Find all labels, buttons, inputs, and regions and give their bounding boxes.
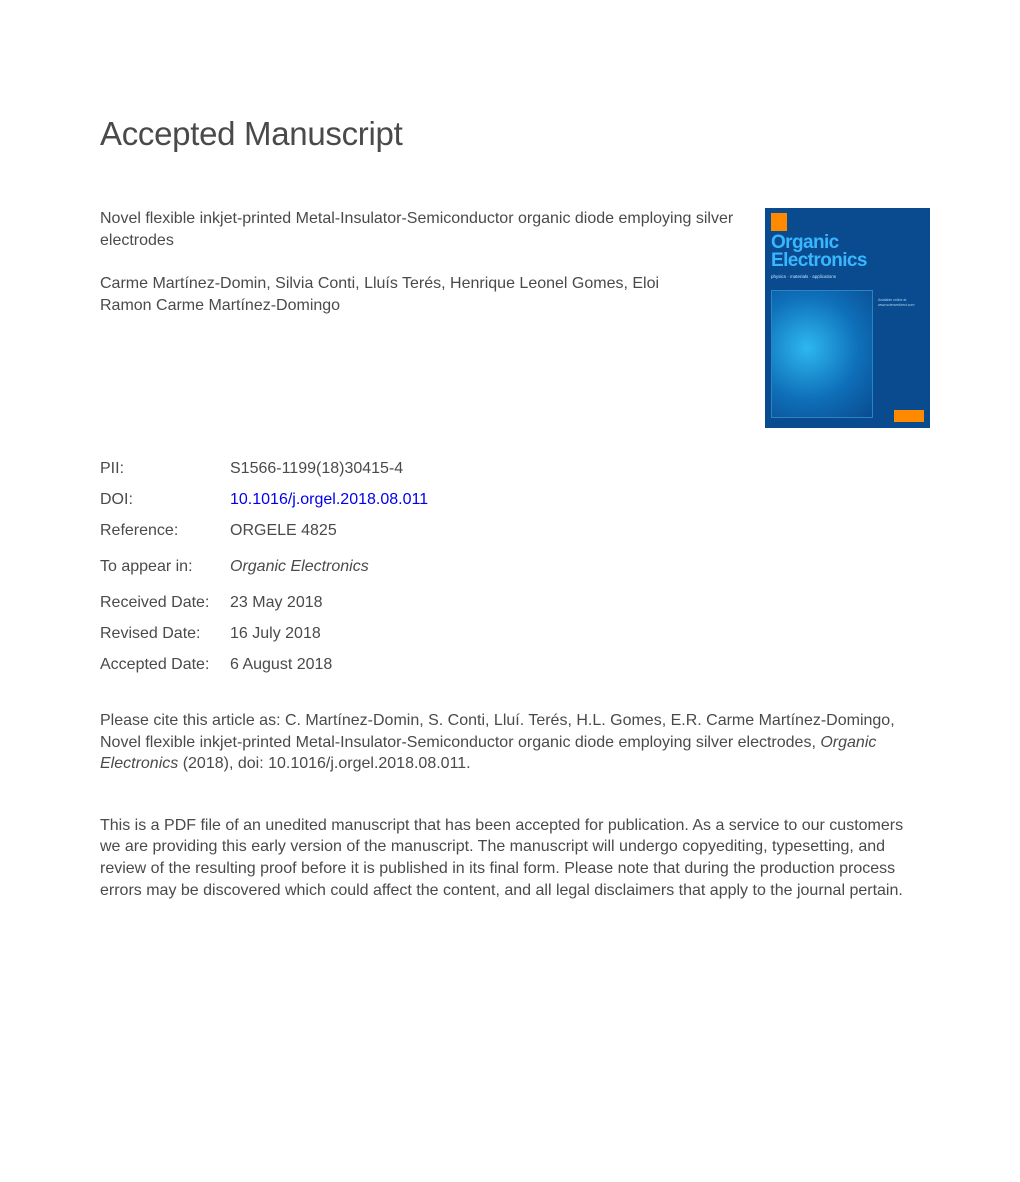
title-author-column: Novel flexible inkjet-printed Metal-Insu… (100, 208, 747, 428)
page-heading: Accepted Manuscript (100, 115, 930, 153)
meta-row-revised: Revised Date: 16 July 2018 (100, 625, 930, 643)
journal-cover-thumbnail: Organic Electronics physics · materials … (765, 208, 930, 428)
article-title: Novel flexible inkjet-printed Metal-Insu… (100, 208, 740, 251)
meta-label-accepted: Accepted Date: (100, 656, 230, 674)
meta-label-received: Received Date: (100, 594, 230, 612)
metadata-table: PII: S1566-1199(18)30415-4 DOI: 10.1016/… (100, 460, 930, 674)
header-row: Novel flexible inkjet-printed Metal-Insu… (100, 208, 930, 428)
meta-value-reference: ORGELE 4825 (230, 522, 337, 540)
meta-row-received: Received Date: 23 May 2018 (100, 594, 930, 612)
meta-label-reference: Reference: (100, 522, 230, 540)
meta-label-doi: DOI: (100, 491, 230, 509)
meta-value-accepted: 6 August 2018 (230, 656, 332, 674)
meta-value-revised: 16 July 2018 (230, 625, 321, 643)
journal-cover-title: Organic Electronics (771, 234, 924, 270)
meta-row-to-appear: To appear in: Organic Electronics (100, 558, 930, 576)
citation-text: Please cite this article as: C. Martínez… (100, 710, 920, 775)
meta-value-to-appear: Organic Electronics (230, 558, 369, 576)
journal-cover-art (771, 290, 873, 418)
meta-row-pii: PII: S1566-1199(18)30415-4 (100, 460, 930, 478)
publisher-logo-icon (771, 213, 787, 231)
citation-suffix: (2018), doi: 10.1016/j.orgel.2018.08.011… (178, 755, 470, 772)
meta-label-to-appear: To appear in: (100, 558, 230, 576)
journal-cover-corner-icon (894, 410, 924, 422)
doi-link[interactable]: 10.1016/j.orgel.2018.08.011 (230, 491, 428, 509)
meta-label-revised: Revised Date: (100, 625, 230, 643)
meta-value-pii: S1566-1199(18)30415-4 (230, 460, 403, 478)
meta-row-doi: DOI: 10.1016/j.orgel.2018.08.011 (100, 491, 930, 509)
meta-row-reference: Reference: ORGELE 4825 (100, 522, 930, 540)
journal-cover-subtitle: physics · materials · applications (771, 274, 924, 280)
meta-label-pii: PII: (100, 460, 230, 478)
meta-value-received: 23 May 2018 (230, 594, 323, 612)
meta-row-accepted: Accepted Date: 6 August 2018 (100, 656, 930, 674)
disclaimer-notice: This is a PDF file of an unedited manusc… (100, 815, 920, 901)
authors-list: Carme Martínez-Domin, Silvia Conti, Lluí… (100, 273, 700, 316)
journal-cover-sidetext: Available online at www.sciencedirect.co… (878, 298, 924, 307)
citation-prefix: Please cite this article as: C. Martínez… (100, 712, 895, 751)
